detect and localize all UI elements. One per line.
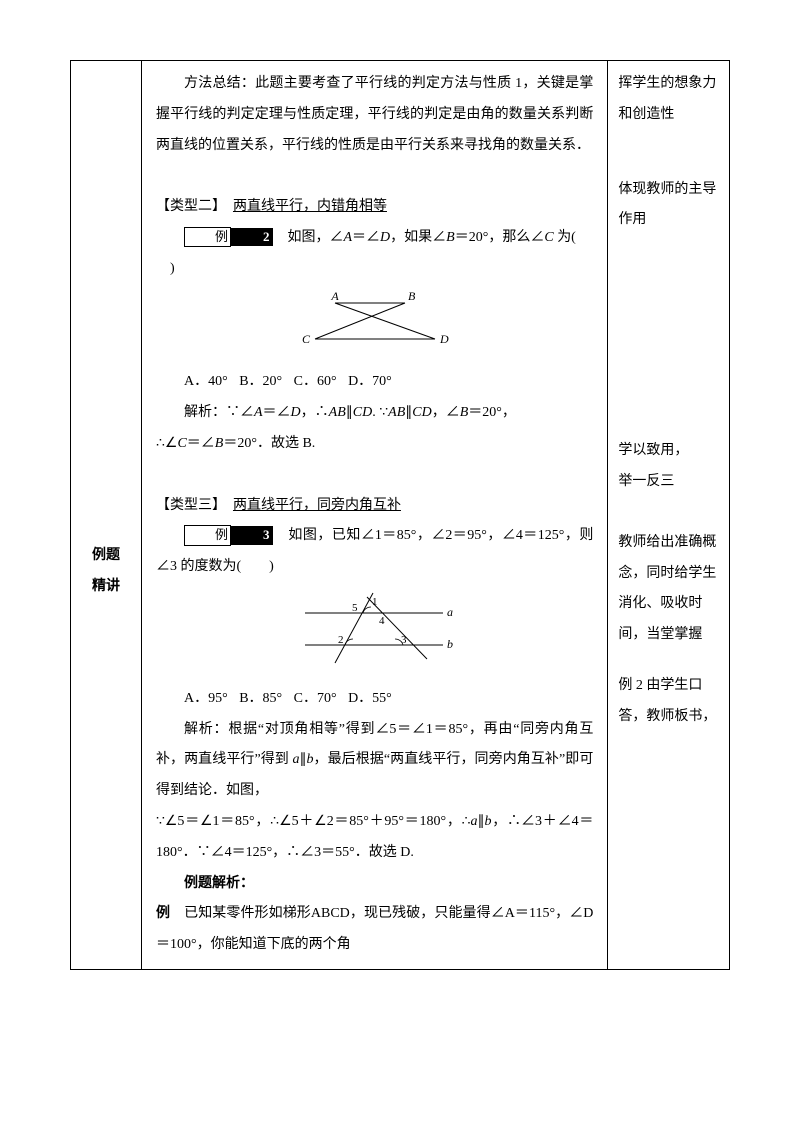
type2-title: 两直线平行，内错角相等 bbox=[233, 199, 387, 214]
opt-3b: B．85° bbox=[239, 691, 282, 706]
svg-text:2: 2 bbox=[338, 634, 344, 646]
left-label-line1: 例题 bbox=[71, 541, 141, 572]
type3-heading: 【类型三】 两直线平行，同旁内角互补 bbox=[156, 491, 593, 522]
example2-close: ) bbox=[156, 254, 593, 285]
svg-text:1: 1 bbox=[372, 596, 378, 608]
right-note-3b: 举一反三 bbox=[618, 467, 719, 498]
right-column: 挥学生的想象力和创造性 体现教师的主导作用 学以致用， 举一反三 教师给出准确概… bbox=[608, 61, 730, 970]
opt-2c: C．60° bbox=[294, 374, 337, 389]
svg-text:b: b bbox=[447, 637, 453, 651]
right-note-1: 挥学生的想象力和创造性 bbox=[618, 69, 719, 131]
opt-2d: D．70° bbox=[348, 374, 392, 389]
svg-text:B: B bbox=[408, 291, 416, 303]
method-summary: 方法总结：此题主要考查了平行线的判定方法与性质 1，关键是掌握平行线的判定定理与… bbox=[156, 69, 593, 161]
svg-text:3: 3 bbox=[401, 634, 407, 646]
svg-text:D: D bbox=[439, 332, 449, 346]
example3-analysis-2: ∵∠5＝∠1＝85°，∴∠5＋∠2＝85°＋95°＝180°，∴a∥b，∴∠3＋… bbox=[156, 807, 593, 869]
example-tag-3: 例 bbox=[184, 525, 231, 545]
type2-heading: 【类型二】 两直线平行，内错角相等 bbox=[156, 192, 593, 223]
opt-2a: A．40° bbox=[184, 374, 228, 389]
svg-text:C: C bbox=[302, 332, 311, 346]
example-number: 2 bbox=[231, 228, 274, 246]
opt-2b: B．20° bbox=[239, 374, 282, 389]
options-3: A．95° B．85° C．70° D．55° bbox=[156, 684, 593, 715]
svg-text:4: 4 bbox=[379, 615, 385, 627]
figure-1: A B C D bbox=[156, 291, 593, 364]
main-column: 方法总结：此题主要考查了平行线的判定方法与性质 1，关键是掌握平行线的判定定理与… bbox=[141, 61, 607, 970]
type3-title: 两直线平行，同旁内角互补 bbox=[233, 498, 401, 513]
type3-label: 【类型三】 bbox=[156, 498, 219, 513]
right-note-4: 教师给出准确概念，同时给学生消化、吸收时间，当堂掌握 bbox=[618, 528, 719, 651]
options-2: A．40° B．20° C．60° D．70° bbox=[156, 367, 593, 398]
type2-label: 【类型二】 bbox=[156, 199, 219, 214]
layout-table: 例题 精讲 方法总结：此题主要考查了平行线的判定方法与性质 1，关键是掌握平行线… bbox=[70, 60, 730, 970]
right-note-3a: 学以致用， bbox=[618, 436, 719, 467]
left-label-line2: 精讲 bbox=[71, 572, 141, 603]
example2-analysis: 解析：∵∠A＝∠D，∴AB∥CD. ∵AB∥CD，∠B＝20°， bbox=[156, 398, 593, 429]
section-label: 例题 精讲 bbox=[71, 61, 141, 603]
figure-2: a b 1 5 2 3 4 bbox=[156, 589, 593, 680]
example-number-3: 3 bbox=[231, 526, 274, 544]
right-note-2: 体现教师的主导作用 bbox=[618, 175, 719, 237]
example3-analysis-1: 解析：根据“对顶角相等”得到∠5＝∠1＝85°，再由“同旁内角互补，两直线平行”… bbox=[156, 715, 593, 807]
opt-3c: C．70° bbox=[294, 691, 337, 706]
example-tag: 例 bbox=[184, 227, 231, 247]
example2-analysis-2: ∴∠C＝∠B＝20°．故选 B. bbox=[156, 429, 593, 460]
example3-line: 例3 如图，已知∠1＝85°，∠2＝95°，∠4＝125°，则∠3 的度数为( … bbox=[156, 521, 593, 583]
svg-text:a: a bbox=[447, 605, 453, 619]
right-note-5: 例 2 由学生口答，教师板书， bbox=[618, 671, 719, 733]
opt-3d: D．55° bbox=[348, 691, 392, 706]
example2-line: 例2 如图，∠A＝∠D，如果∠B＝20°，那么∠C 为( bbox=[156, 223, 593, 254]
left-column: 例题 精讲 bbox=[71, 61, 142, 970]
opt-3a: A．95° bbox=[184, 691, 228, 706]
example-extra: 例 已知某零件形如梯形ABCD，现已残破，只能量得∠A＝115°，∠D＝100°… bbox=[156, 899, 593, 961]
analysis-title: 例题解析： bbox=[156, 869, 593, 900]
svg-text:5: 5 bbox=[352, 602, 358, 614]
example-extra-tag: 例 bbox=[156, 906, 170, 921]
svg-text:A: A bbox=[330, 291, 339, 303]
